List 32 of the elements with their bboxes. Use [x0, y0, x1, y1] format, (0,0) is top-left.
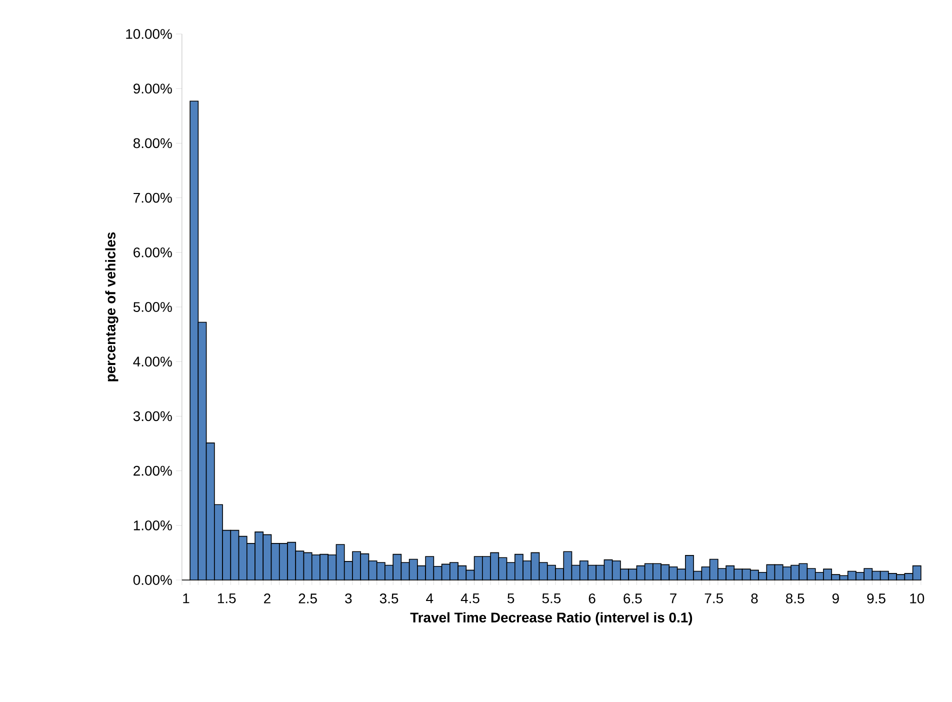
- y-tick-label: 0.00%: [133, 575, 172, 585]
- x-tick-label: 7: [670, 594, 676, 604]
- y-tick-label: 1.00%: [134, 520, 172, 530]
- y-tick-label: 3.00%: [133, 411, 172, 422]
- x-tick-label: 4.5: [460, 594, 480, 604]
- x-tick-label: 1.5: [218, 594, 236, 604]
- x-tick-label: 3: [345, 594, 352, 604]
- y-axis-title: percentage of vehicles: [105, 232, 118, 382]
- x-axis-title: Travel Time Decrease Ratio (intervel is 0.1): [410, 612, 692, 626]
- x-tick-label: 2: [264, 594, 270, 604]
- x-tick-label: 9: [832, 594, 839, 604]
- y-tick-label: 9.00%: [134, 84, 172, 94]
- x-tick-label: 8.5: [786, 594, 804, 604]
- x-tick-label: 4: [426, 594, 434, 604]
- x-tick-label: 1: [183, 594, 190, 604]
- y-tick-label: 6.00%: [134, 247, 172, 258]
- x-tick-label: 8: [751, 594, 758, 604]
- x-tick-label: 2.5: [298, 594, 317, 604]
- y-tick-label: 8.00%: [133, 138, 172, 148]
- x-tick-label: 5: [508, 594, 514, 604]
- x-tick-label: 10: [910, 594, 924, 604]
- y-tick-label: 10.00%: [126, 29, 172, 39]
- x-tick-label: 6: [588, 594, 596, 604]
- x-tick-label: 3.5: [380, 594, 398, 604]
- y-tick-label: 7.00%: [134, 192, 172, 203]
- x-tick-label: 6.5: [624, 594, 642, 604]
- y-tick-label: 5.00%: [133, 302, 172, 312]
- y-tick-label: 4.00%: [133, 356, 172, 367]
- x-tick-label: 7.5: [704, 594, 723, 604]
- x-tick-label: 9.5: [867, 594, 886, 604]
- y-tick-label: 2.00%: [134, 466, 172, 476]
- x-tick-label: 5.5: [542, 594, 561, 604]
